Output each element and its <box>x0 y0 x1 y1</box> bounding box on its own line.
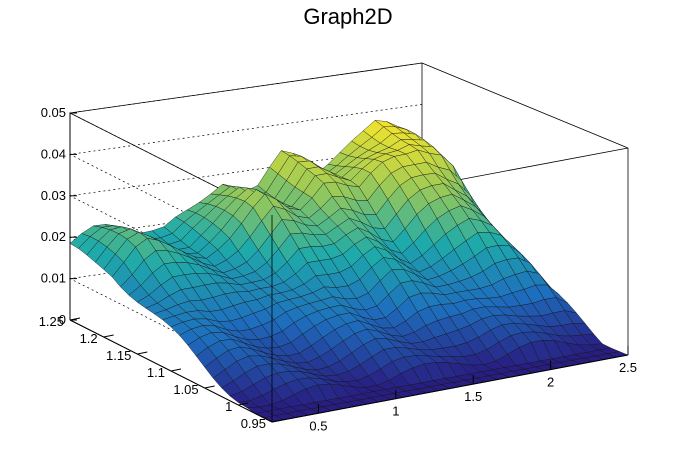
y-tick-label: 1.15 <box>106 348 131 363</box>
y-tick-label: 1 <box>225 399 232 414</box>
surface-plot <box>69 120 629 423</box>
x-axis-line <box>271 354 629 423</box>
x-tick-label: 1 <box>392 404 399 419</box>
y-major-tick <box>204 385 215 389</box>
x-tick-label: 0.5 <box>309 418 327 433</box>
y-major-tick <box>238 402 249 406</box>
y-tick-label: 1.2 <box>80 331 98 346</box>
x-tick-label: 1.5 <box>464 389 482 404</box>
z-tick-label: 0 <box>59 312 66 327</box>
y-tick-label: 0.95 <box>241 416 266 431</box>
y-axis: 0.95 1 1.05 1.1 1.15 1.2 1.25 <box>39 314 283 431</box>
y-tick-label: 1.1 <box>147 365 165 380</box>
chart-title: Graph2D <box>303 4 392 29</box>
x-tick-label: 2.5 <box>619 360 637 375</box>
z-tick-label: 0.04 <box>41 146 66 161</box>
y-tick-label: 1.05 <box>173 382 198 397</box>
z-tick-label: 0.02 <box>41 229 66 244</box>
x-axis: 0.5 1 1.5 2 2.5 <box>271 346 637 433</box>
y-tick-label: 1.25 <box>39 314 64 329</box>
z-tick-label: 0.05 <box>41 105 66 120</box>
box-edge <box>421 62 629 149</box>
y-major-tick <box>137 351 148 355</box>
box-edge <box>69 62 423 114</box>
z-axis: 0 0.01 0.02 0.03 0.04 0.05 <box>41 105 77 327</box>
z-tick-label: 0.03 <box>41 188 66 203</box>
y-major-tick <box>170 368 182 372</box>
y-major-tick <box>69 317 81 321</box>
y-major-tick <box>103 334 114 338</box>
z-tick-label: 0.01 <box>41 271 66 286</box>
x-tick-label: 2 <box>547 375 554 390</box>
